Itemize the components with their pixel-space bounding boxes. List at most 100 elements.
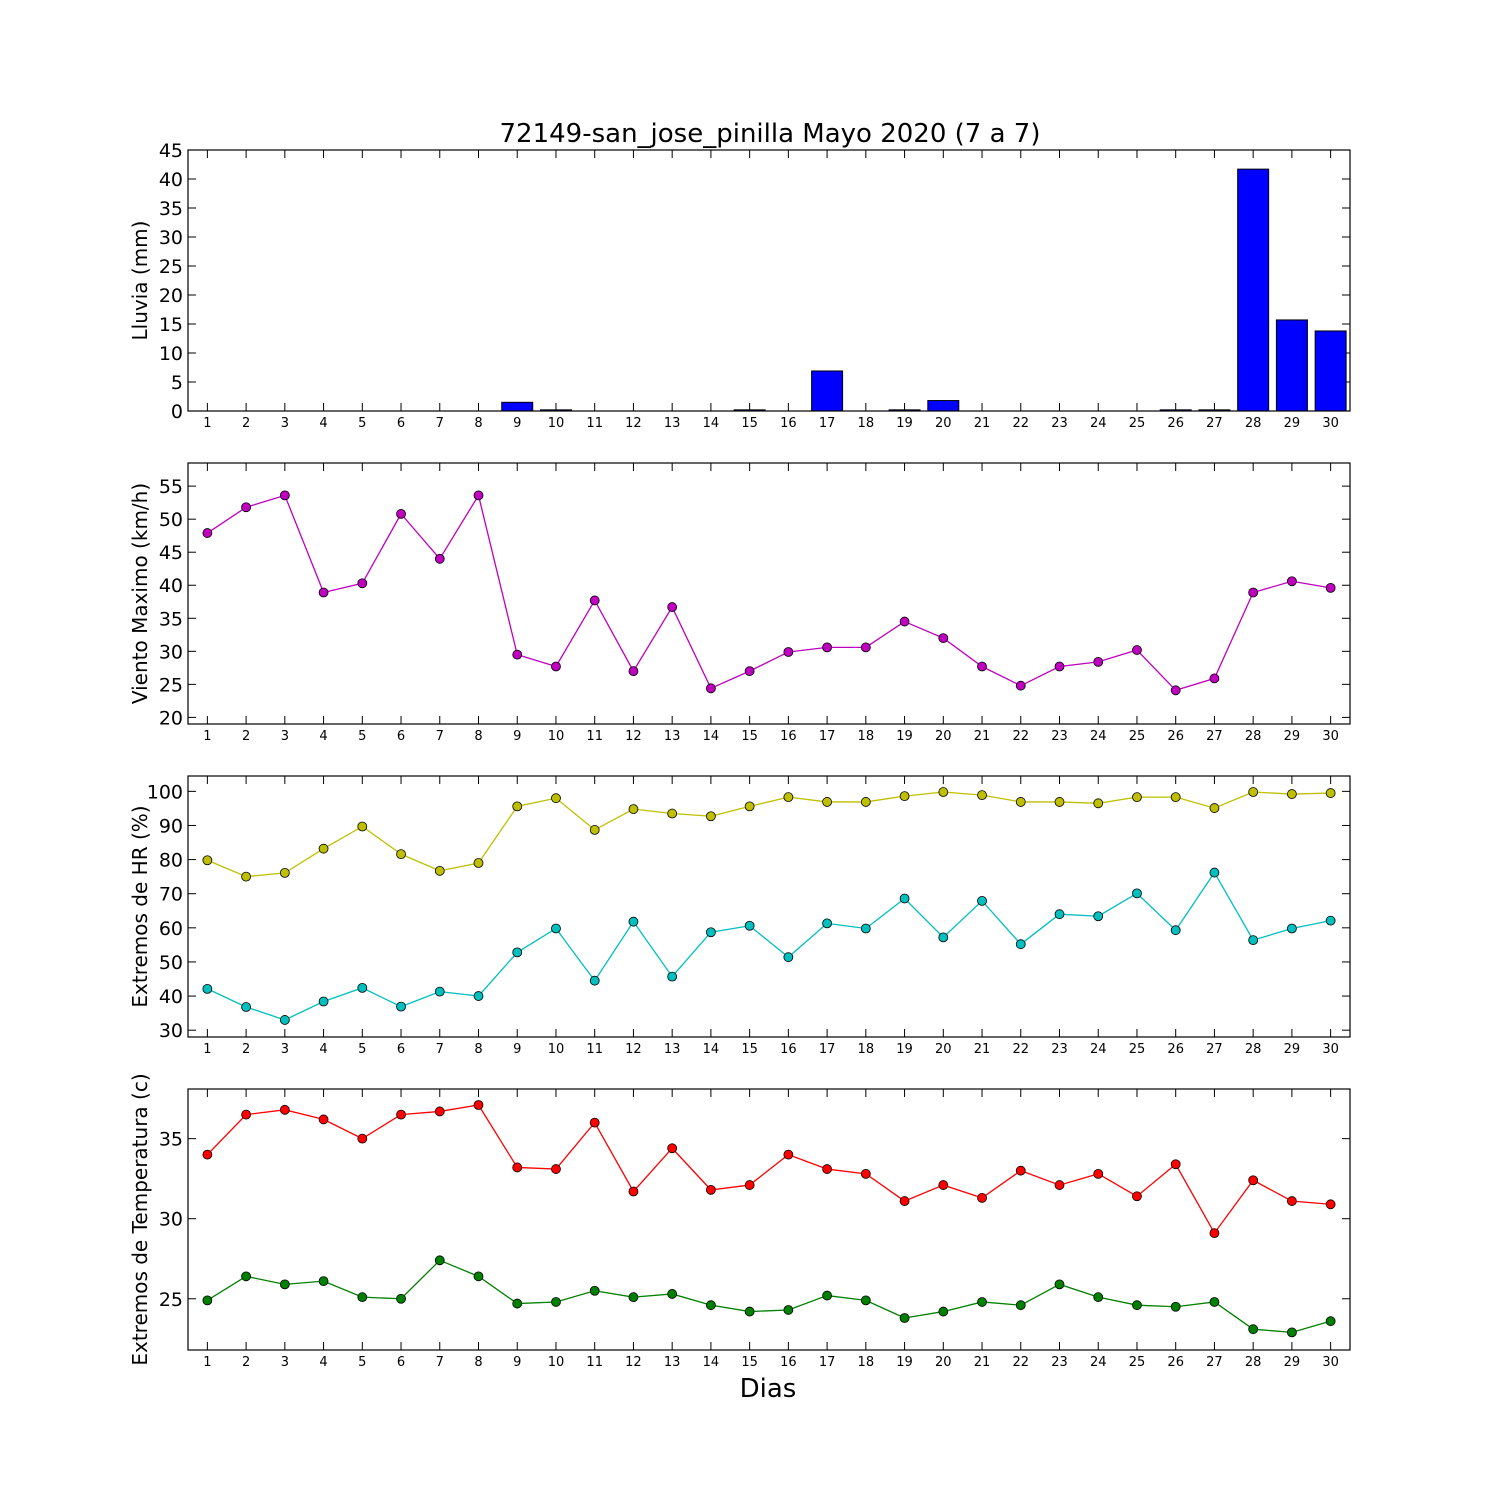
x-tick-label: 17 bbox=[819, 1042, 836, 1057]
series-1-point-day-19 bbox=[899, 1196, 910, 1206]
x-tick-label: 30 bbox=[1322, 1355, 1339, 1370]
x-tick-label: 27 bbox=[1206, 416, 1223, 431]
series-2-point-day-24 bbox=[1093, 911, 1104, 922]
series-2-point-day-19 bbox=[899, 1313, 910, 1323]
series-1-point-day-21 bbox=[977, 661, 987, 672]
y-tick-label: 35 bbox=[159, 198, 183, 220]
x-tick-label: 9 bbox=[513, 1355, 521, 1370]
series-1-point-day-22 bbox=[1015, 680, 1026, 691]
x-tick-label: 14 bbox=[703, 729, 720, 744]
y-tick-label: 100 bbox=[147, 781, 183, 803]
x-tick-label: 1 bbox=[203, 729, 211, 744]
x-tick-label: 1 bbox=[203, 416, 211, 431]
y-tick-label: 10 bbox=[159, 343, 183, 365]
series-1-point-day-7 bbox=[434, 1106, 445, 1117]
series-1-point-day-14 bbox=[706, 683, 716, 694]
x-tick-label: 18 bbox=[858, 729, 875, 744]
y-tick-label: 25 bbox=[159, 1289, 183, 1311]
x-tick-label: 25 bbox=[1129, 416, 1146, 431]
x-tick-label: 8 bbox=[474, 1355, 482, 1370]
x-tick-label: 2 bbox=[242, 1042, 250, 1057]
series-2-point-day-6 bbox=[396, 1293, 406, 1304]
plot-frame bbox=[187, 149, 1351, 412]
x-tick-label: 7 bbox=[436, 416, 444, 431]
x-tick-label: 9 bbox=[513, 416, 521, 431]
series-1-point-day-30 bbox=[1325, 582, 1336, 593]
series-line-2 bbox=[207, 1259, 1331, 1334]
x-tick-label: 24 bbox=[1090, 1042, 1107, 1057]
series-2-point-day-5 bbox=[357, 1292, 368, 1303]
plot-frame bbox=[187, 462, 1351, 725]
series-1-point-day-24 bbox=[1093, 1168, 1104, 1179]
x-tick-label: 23 bbox=[1051, 1042, 1068, 1057]
y-axis-label: Extremos de Temperatura (c) bbox=[128, 1073, 152, 1365]
series-1-point-day-2 bbox=[241, 871, 252, 882]
series-2-point-day-12 bbox=[628, 1292, 639, 1303]
x-tick-label: 19 bbox=[896, 729, 913, 744]
x-tick-label: 15 bbox=[741, 1042, 758, 1057]
x-tick-label: 21 bbox=[974, 416, 991, 431]
series-1-point-day-8 bbox=[473, 490, 484, 501]
series-2-point-day-14 bbox=[706, 927, 716, 938]
series-1-point-day-23 bbox=[1054, 797, 1065, 807]
series-1-point-day-13 bbox=[667, 602, 678, 612]
series-1-point-day-18 bbox=[860, 642, 871, 653]
series-1-point-day-8 bbox=[473, 858, 484, 868]
series-2-point-day-25 bbox=[1132, 1300, 1142, 1311]
x-tick-label: 4 bbox=[319, 1042, 327, 1057]
series-1-point-day-4 bbox=[318, 843, 329, 854]
y-tick-label: 50 bbox=[159, 509, 183, 531]
y-tick-label: 60 bbox=[159, 918, 183, 940]
x-tick-label: 24 bbox=[1090, 1355, 1107, 1370]
x-tick-label: 26 bbox=[1167, 1042, 1184, 1057]
series-2-point-day-18 bbox=[860, 923, 871, 934]
series-2-point-day-30 bbox=[1325, 1316, 1336, 1327]
series-1-point-day-15 bbox=[744, 801, 755, 812]
x-tick-label: 28 bbox=[1245, 1042, 1262, 1057]
x-tick-label: 27 bbox=[1206, 1042, 1223, 1057]
y-axis-label: Lluvia (mm) bbox=[128, 221, 152, 341]
x-tick-label: 8 bbox=[474, 729, 482, 744]
series-1-point-day-25 bbox=[1132, 792, 1142, 803]
series-1-point-day-18 bbox=[860, 1168, 871, 1179]
series-1-point-day-29 bbox=[1287, 789, 1297, 799]
series-1-point-day-16 bbox=[783, 1149, 794, 1160]
series-2-point-day-4 bbox=[318, 1276, 329, 1287]
series-1-point-day-6 bbox=[396, 1109, 406, 1120]
x-tick-label: 7 bbox=[436, 1355, 444, 1370]
series-line-1 bbox=[206, 1104, 1331, 1235]
series-1-point-day-22 bbox=[1015, 1165, 1026, 1176]
series-1-point-day-9 bbox=[512, 649, 523, 660]
x-tick-label: 20 bbox=[935, 1355, 952, 1370]
series-2-point-day-29 bbox=[1287, 1327, 1297, 1338]
series-1-point-day-12 bbox=[628, 666, 639, 677]
x-tick-label: 22 bbox=[1012, 1355, 1029, 1370]
series-1-point-day-6 bbox=[396, 849, 406, 860]
series-2-point-day-11 bbox=[589, 975, 600, 986]
series-1-point-day-27 bbox=[1209, 673, 1220, 684]
x-tick-label: 10 bbox=[548, 416, 565, 431]
x-tick-label: 13 bbox=[664, 729, 681, 744]
series-line-1 bbox=[207, 791, 1331, 878]
series-2-point-day-10 bbox=[551, 1297, 561, 1307]
series-1-point-day-26 bbox=[1170, 685, 1181, 696]
plot-frame bbox=[187, 1088, 1351, 1351]
x-tick-label: 6 bbox=[397, 1355, 405, 1370]
series-1-point-day-20 bbox=[938, 633, 949, 644]
x-axis-label: Dias bbox=[740, 1374, 797, 1404]
series-2-point-day-22 bbox=[1015, 1300, 1026, 1311]
x-tick-label: 3 bbox=[281, 416, 289, 431]
x-tick-label: 30 bbox=[1322, 416, 1339, 431]
x-tick-label: 18 bbox=[858, 1355, 875, 1370]
series-2-point-day-24 bbox=[1093, 1292, 1104, 1303]
series-2-point-day-10 bbox=[551, 923, 561, 934]
y-tick-label: 40 bbox=[159, 169, 183, 191]
series-2-point-day-15 bbox=[744, 1306, 755, 1317]
series-1-point-day-29 bbox=[1287, 1196, 1297, 1206]
series-2-point-day-13 bbox=[667, 1289, 678, 1299]
series-1-point-day-27 bbox=[1209, 1228, 1220, 1239]
series-1-point-day-4 bbox=[318, 587, 329, 598]
series-1-point-day-2 bbox=[241, 1109, 252, 1120]
x-tick-label: 9 bbox=[513, 729, 521, 744]
x-tick-label: 11 bbox=[586, 1042, 603, 1057]
